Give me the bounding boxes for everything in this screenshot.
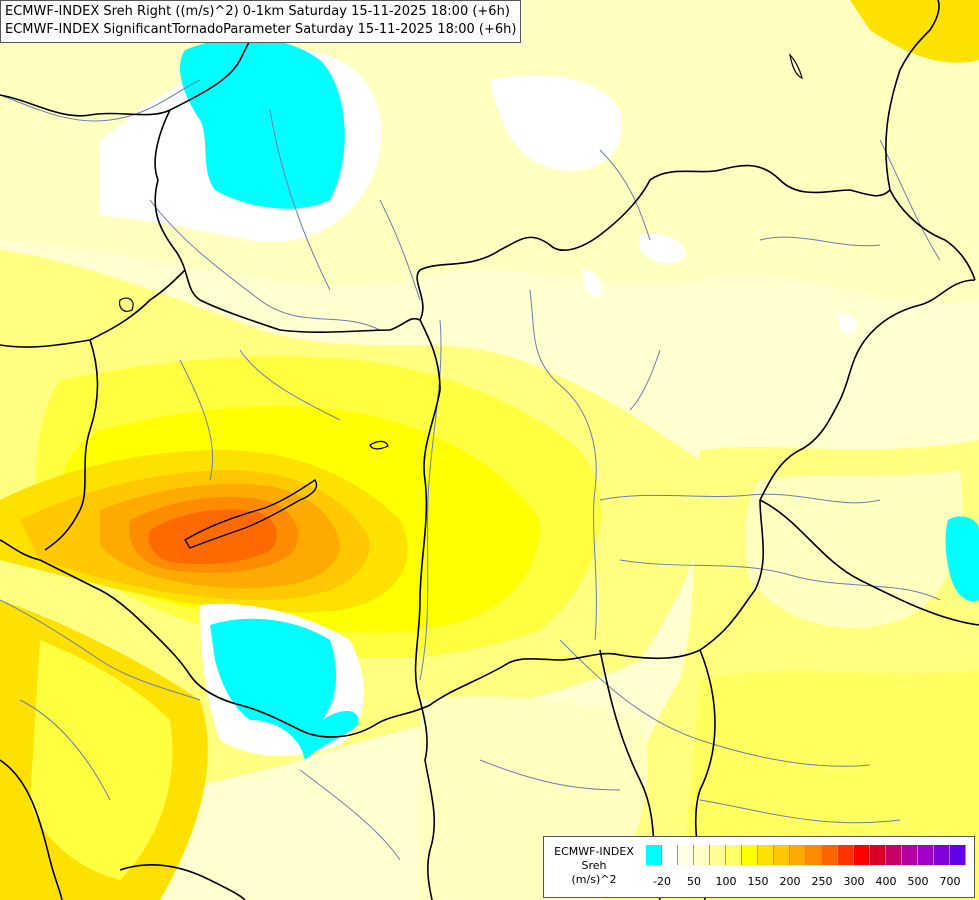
legend-tick-label: 150 [747, 875, 769, 888]
legend-swatch [790, 845, 806, 865]
legend-swatch [774, 845, 790, 865]
field-cyan-south [210, 618, 359, 760]
legend-swatch [822, 845, 838, 865]
map-title-line-2: ECMWF-INDEX SignificantTornadoParameter … [5, 22, 517, 37]
river-lines [0, 79, 941, 861]
field-gold-northeast [850, 0, 979, 63]
legend-swatch [806, 845, 822, 865]
legend-tick-label: 200 [779, 875, 801, 888]
color-legend: ECMWF-INDEX Sreh (m/s)^2 -20 50 100 150 200 2… [543, 836, 975, 898]
lake-balaton [184, 479, 318, 549]
legend-tick-label: 100 [715, 875, 737, 888]
map-title-line-1: ECMWF-INDEX Sreh Right ((m/s)^2) 0-1km S… [5, 4, 510, 19]
legend-tick-labels: -20 50 100 150 200 250 300 400 500 700 [646, 875, 966, 889]
lake-west [119, 297, 134, 312]
legend-swatch [854, 845, 870, 865]
field-cyan-east [945, 516, 979, 602]
legend-variable: Sreh [581, 859, 607, 872]
legend-tick-label: 300 [843, 875, 865, 888]
legend-swatch [950, 845, 966, 865]
legend-swatch [662, 845, 678, 865]
legend-swatch [902, 845, 918, 865]
legend-tick-label: 250 [811, 875, 833, 888]
field-white-spot-3 [582, 269, 603, 297]
field-white-spot-1 [640, 233, 686, 264]
legend-tick-label: 700 [939, 875, 961, 888]
legend-swatch [694, 845, 710, 865]
legend-source: ECMWF-INDEX [554, 845, 634, 858]
legend-swatch [726, 845, 742, 865]
field-white-north-east [490, 75, 622, 171]
legend-unit: (m/s)^2 [571, 873, 617, 886]
field-white-spot-2 [838, 314, 857, 334]
legend-swatch [758, 845, 774, 865]
legend-swatch [678, 845, 694, 865]
legend-tick-label: 500 [907, 875, 929, 888]
legend-tick-label: 400 [875, 875, 897, 888]
legend-color-bar [646, 845, 966, 865]
field-pale-east [744, 470, 963, 628]
field-orange-core [148, 509, 277, 565]
field-yellow-southwest [30, 640, 173, 880]
legend-swatch [710, 845, 726, 865]
legend-swatch [742, 845, 758, 865]
legend-meta: ECMWF-INDEX Sreh (m/s)^2 [548, 845, 640, 887]
lake-north-east [789, 53, 803, 79]
lake-small [369, 440, 389, 450]
legend-swatch [838, 845, 854, 865]
legend-tick-label: 50 [687, 875, 701, 888]
map-title-box: ECMWF-INDEX Sreh Right ((m/s)^2) 0-1km S… [0, 0, 522, 43]
legend-swatch [646, 845, 662, 865]
legend-swatch [886, 845, 902, 865]
legend-swatch [918, 845, 934, 865]
legend-swatch [934, 845, 950, 865]
legend-swatch [870, 845, 886, 865]
legend-tick-label: -20 [653, 875, 671, 888]
